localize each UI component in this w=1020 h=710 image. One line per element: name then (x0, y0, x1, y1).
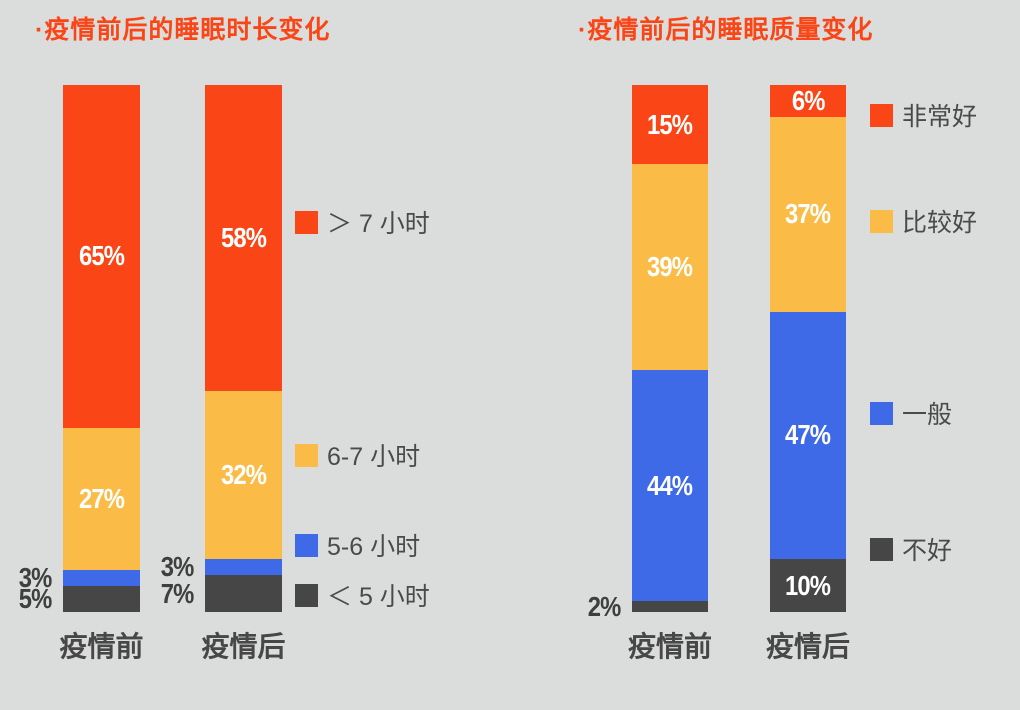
stacked-bar-after: 58% 32% (205, 85, 282, 612)
value-label: 10% (785, 569, 831, 601)
segment-very-good: 6% (770, 85, 846, 117)
legend-item-fairly-good: 比较好 (870, 207, 977, 237)
legend-item-very-good: 非常好 (870, 101, 977, 131)
segment-lt-5h (205, 575, 282, 612)
legend-item-5-6h: 5-6 小时 (295, 531, 420, 561)
legend-swatch-6-7h (295, 443, 318, 467)
segment-very-good: 15% (632, 85, 708, 165)
legend-label-5-6h: 5-6 小时 (327, 533, 421, 561)
value-label: 47% (785, 419, 831, 451)
segment-fairly-good: 37% (770, 116, 846, 312)
category-label: 疫情后 (765, 631, 851, 662)
chart-title-sleep-quality: ·疫情前后的睡眠质量变化 (578, 16, 874, 44)
category-label: 疫情后 (201, 631, 286, 662)
legend-label-average: 一般 (902, 401, 953, 429)
stacked-bar-after: 6% 37% 47% 10% (770, 85, 846, 612)
value-label: 58% (220, 221, 267, 253)
value-label: 37% (785, 198, 831, 230)
segment-5-6h (63, 569, 140, 586)
legend-swatch-average (870, 401, 893, 425)
value-label: 32% (220, 458, 267, 490)
value-label: 27% (78, 482, 125, 514)
segment-bad: 10% (770, 559, 846, 612)
value-label: 6% (791, 84, 826, 116)
legend-item-average: 一般 (870, 399, 952, 429)
value-label-outside: 3% (18, 561, 52, 593)
value-label-outside: 7% (160, 577, 194, 609)
category-label: 疫情前 (627, 631, 713, 662)
segment-lt-5h (63, 585, 140, 612)
segment-gt-7h: 58% (205, 85, 282, 391)
stacked-bar-before: 65% 27% (63, 85, 140, 612)
segment-5-6h (205, 559, 282, 576)
value-label-outside: 3% (160, 551, 194, 583)
stacked-bar-before: 15% 39% 44% (632, 85, 708, 612)
legend-label-gt-7h: ＞ 7 小时 (327, 210, 430, 238)
legend-label-bad: 不好 (902, 537, 953, 565)
value-label-outside: 5% (18, 582, 52, 614)
legend-label-very-good: 非常好 (902, 103, 978, 131)
category-label: 疫情前 (59, 631, 144, 662)
segment-gt-7h: 65% (63, 85, 140, 428)
legend-label-6-7h: 6-7 小时 (327, 443, 421, 471)
segment-6-7h: 27% (63, 427, 140, 570)
chart-title-sleep-duration: ·疫情前后的睡眠时长变化 (35, 16, 331, 44)
value-label: 44% (647, 469, 693, 501)
value-label: 39% (647, 250, 693, 282)
legend-item-gt-7h: ＞ 7 小时 (295, 208, 430, 238)
segment-6-7h: 32% (205, 390, 282, 560)
segment-fairly-good: 39% (632, 164, 708, 370)
legend-swatch-5-6h (295, 533, 318, 557)
legend-label-lt-5h: ＜ 5 小时 (327, 583, 430, 611)
legend-swatch-very-good (870, 103, 893, 127)
legend-item-bad: 不好 (870, 535, 952, 565)
segment-bad (632, 601, 708, 612)
legend-swatch-fairly-good (870, 209, 893, 233)
value-label: 15% (647, 108, 693, 140)
legend-swatch-gt-7h (295, 210, 318, 234)
legend-item-6-7h: 6-7 小时 (295, 441, 420, 471)
value-label-outside: 2% (587, 590, 621, 622)
legend-label-fairly-good: 比较好 (902, 209, 978, 237)
segment-average: 44% (632, 369, 708, 602)
legend-swatch-lt-5h (295, 583, 318, 607)
value-label: 65% (78, 240, 125, 272)
segment-average: 47% (770, 311, 846, 560)
legend-item-lt-5h: ＜ 5 小时 (295, 581, 430, 611)
legend-swatch-bad (870, 537, 893, 561)
